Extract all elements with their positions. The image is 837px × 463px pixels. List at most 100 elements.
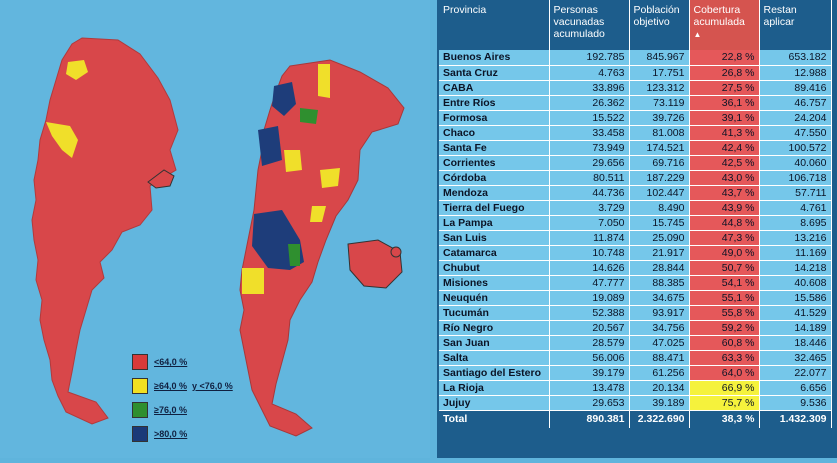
legend-swatch-blue (132, 426, 148, 442)
table-row: CABA 33.896 123.312 27,5 % 89.416 (439, 80, 832, 96)
poblacion-cell: 39.189 (629, 395, 690, 411)
cobertura-cell: 43,7 % (689, 185, 760, 201)
vacunadas-cell: 19.089 (549, 290, 630, 306)
map-legend: <64,0 % ≥64,0 % y <76,0 % ≥76,0 % >80,0 … (132, 350, 238, 446)
dept-green-1 (300, 108, 318, 124)
vacunadas-cell: 4.763 (549, 65, 630, 81)
restan-cell: 46.757 (759, 95, 832, 111)
restan-cell: 57.711 (759, 185, 832, 201)
province-cell: Mendoza (439, 185, 550, 201)
restan-cell: 41.529 (759, 305, 832, 321)
poblacion-cell: 174.521 (629, 140, 690, 156)
maps-panel: <64,0 % ≥64,0 % y <76,0 % ≥76,0 % >80,0 … (31, 37, 405, 446)
restan-cell: 40.608 (759, 275, 832, 291)
cobertura-cell: 26,8 % (689, 65, 760, 81)
vacunadas-cell: 14.626 (549, 260, 630, 276)
vacunadas-cell: 11.874 (549, 230, 630, 246)
table-row: La Pampa 7.050 15.745 44,8 % 8.695 (439, 215, 832, 231)
vacunadas-cell: 15.522 (549, 110, 630, 126)
province-cell: Chaco (439, 125, 550, 141)
vacunadas-cell: 13.478 (549, 380, 630, 396)
header-personas[interactable]: Personas vacunadas acumulado (549, 0, 630, 50)
poblacion-cell: 102.447 (629, 185, 690, 201)
table-row: Santa Fe 73.949 174.521 42,4 % 100.572 (439, 140, 832, 156)
total-row: Total 890.381 2.322.690 38,3 % 1.432.309 (439, 410, 832, 428)
vacunadas-cell: 26.362 (549, 95, 630, 111)
vacunadas-cell: 39.179 (549, 365, 630, 381)
vacunadas-cell: 56.006 (549, 350, 630, 366)
province-cell: Formosa (439, 110, 550, 126)
table-row: Misiones 47.777 88.385 54,1 % 40.608 (439, 275, 832, 291)
vacunadas-cell: 29.653 (549, 395, 630, 411)
total-cell: 2.322.690 (629, 410, 690, 428)
dept-yellow-4 (320, 168, 340, 188)
vacunadas-cell: 192.785 (549, 50, 630, 66)
sort-up-icon: ▲ (693, 30, 702, 39)
restan-cell: 100.572 (759, 140, 832, 156)
province-cell: CABA (439, 80, 550, 96)
restan-cell: 9.536 (759, 395, 832, 411)
falklands-shape (147, 169, 175, 189)
cobertura-cell: 47,3 % (689, 230, 760, 246)
vacunadas-cell: 44.736 (549, 185, 630, 201)
table-row: Córdoba 80.511 187.229 43,0 % 106.718 (439, 170, 832, 186)
argentina-maps (31, 37, 405, 437)
restan-cell: 22.077 (759, 365, 832, 381)
restan-cell: 6.656 (759, 380, 832, 396)
cobertura-cell: 42,4 % (689, 140, 760, 156)
cobertura-cell: 55,1 % (689, 290, 760, 306)
restan-cell: 18.446 (759, 335, 832, 351)
province-cell: Tierra del Fuego (439, 200, 550, 216)
legend-label: ≥64,0 % (154, 381, 187, 391)
vacunadas-cell: 28.579 (549, 335, 630, 351)
dept-blue-2 (258, 126, 282, 166)
vacunadas-cell: 33.458 (549, 125, 630, 141)
poblacion-cell: 15.745 (629, 215, 690, 231)
poblacion-cell: 123.312 (629, 80, 690, 96)
cobertura-cell: 66,9 % (689, 380, 760, 396)
header-restan[interactable]: Restan aplicar (759, 0, 832, 50)
poblacion-cell: 73.119 (629, 95, 690, 111)
table-row: Mendoza 44.736 102.447 43,7 % 57.711 (439, 185, 832, 201)
vacunadas-cell: 52.388 (549, 305, 630, 321)
province-cell: Catamarca (439, 245, 550, 261)
cobertura-cell: 60,8 % (689, 335, 760, 351)
province-cell: La Rioja (439, 380, 550, 396)
vacunadas-cell: 10.748 (549, 245, 630, 261)
province-cell: La Pampa (439, 215, 550, 231)
poblacion-cell: 39.726 (629, 110, 690, 126)
header-poblacion[interactable]: Población objetivo (629, 0, 690, 50)
restan-cell: 14.189 (759, 320, 832, 336)
dept-yellow-3 (242, 268, 264, 294)
vacunadas-cell: 7.050 (549, 215, 630, 231)
table-row: Tierra del Fuego 3.729 8.490 43,9 % 4.761 (439, 200, 832, 216)
cobertura-cell: 54,1 % (689, 275, 760, 291)
cobertura-cell: 41,3 % (689, 125, 760, 141)
restan-cell: 47.550 (759, 125, 832, 141)
restan-cell: 653.182 (759, 50, 832, 66)
province-cell: Santa Fe (439, 140, 550, 156)
legend-item: ≥76,0 % (132, 398, 238, 422)
legend-item: <64,0 % (132, 350, 238, 374)
header-provincia[interactable]: Provincia (439, 0, 550, 50)
restan-cell: 32.465 (759, 350, 832, 366)
legend-swatch-red (132, 354, 148, 370)
restan-cell: 14.218 (759, 260, 832, 276)
vacunadas-cell: 47.777 (549, 275, 630, 291)
vacunadas-cell: 29.656 (549, 155, 630, 171)
vacunadas-cell: 3.729 (549, 200, 630, 216)
cobertura-cell: 27,5 % (689, 80, 760, 96)
header-cobertura[interactable]: Cobertura acumulada ▲ (689, 0, 760, 50)
poblacion-cell: 8.490 (629, 200, 690, 216)
province-cell: Buenos Aires (439, 50, 550, 66)
table-body: Buenos Aires 192.785 845.967 22,8 % 653.182 S… (439, 50, 832, 428)
restan-cell: 4.761 (759, 200, 832, 216)
poblacion-cell: 25.090 (629, 230, 690, 246)
table-row: Jujuy 29.653 39.189 75,7 % 9.536 (439, 395, 832, 411)
restan-cell: 24.204 (759, 110, 832, 126)
cobertura-cell: 55,8 % (689, 305, 760, 321)
total-cell: 1.432.309 (759, 410, 832, 428)
vacunadas-cell: 73.949 (549, 140, 630, 156)
dept-green-2 (288, 244, 300, 266)
total-cell: Total (439, 410, 550, 428)
